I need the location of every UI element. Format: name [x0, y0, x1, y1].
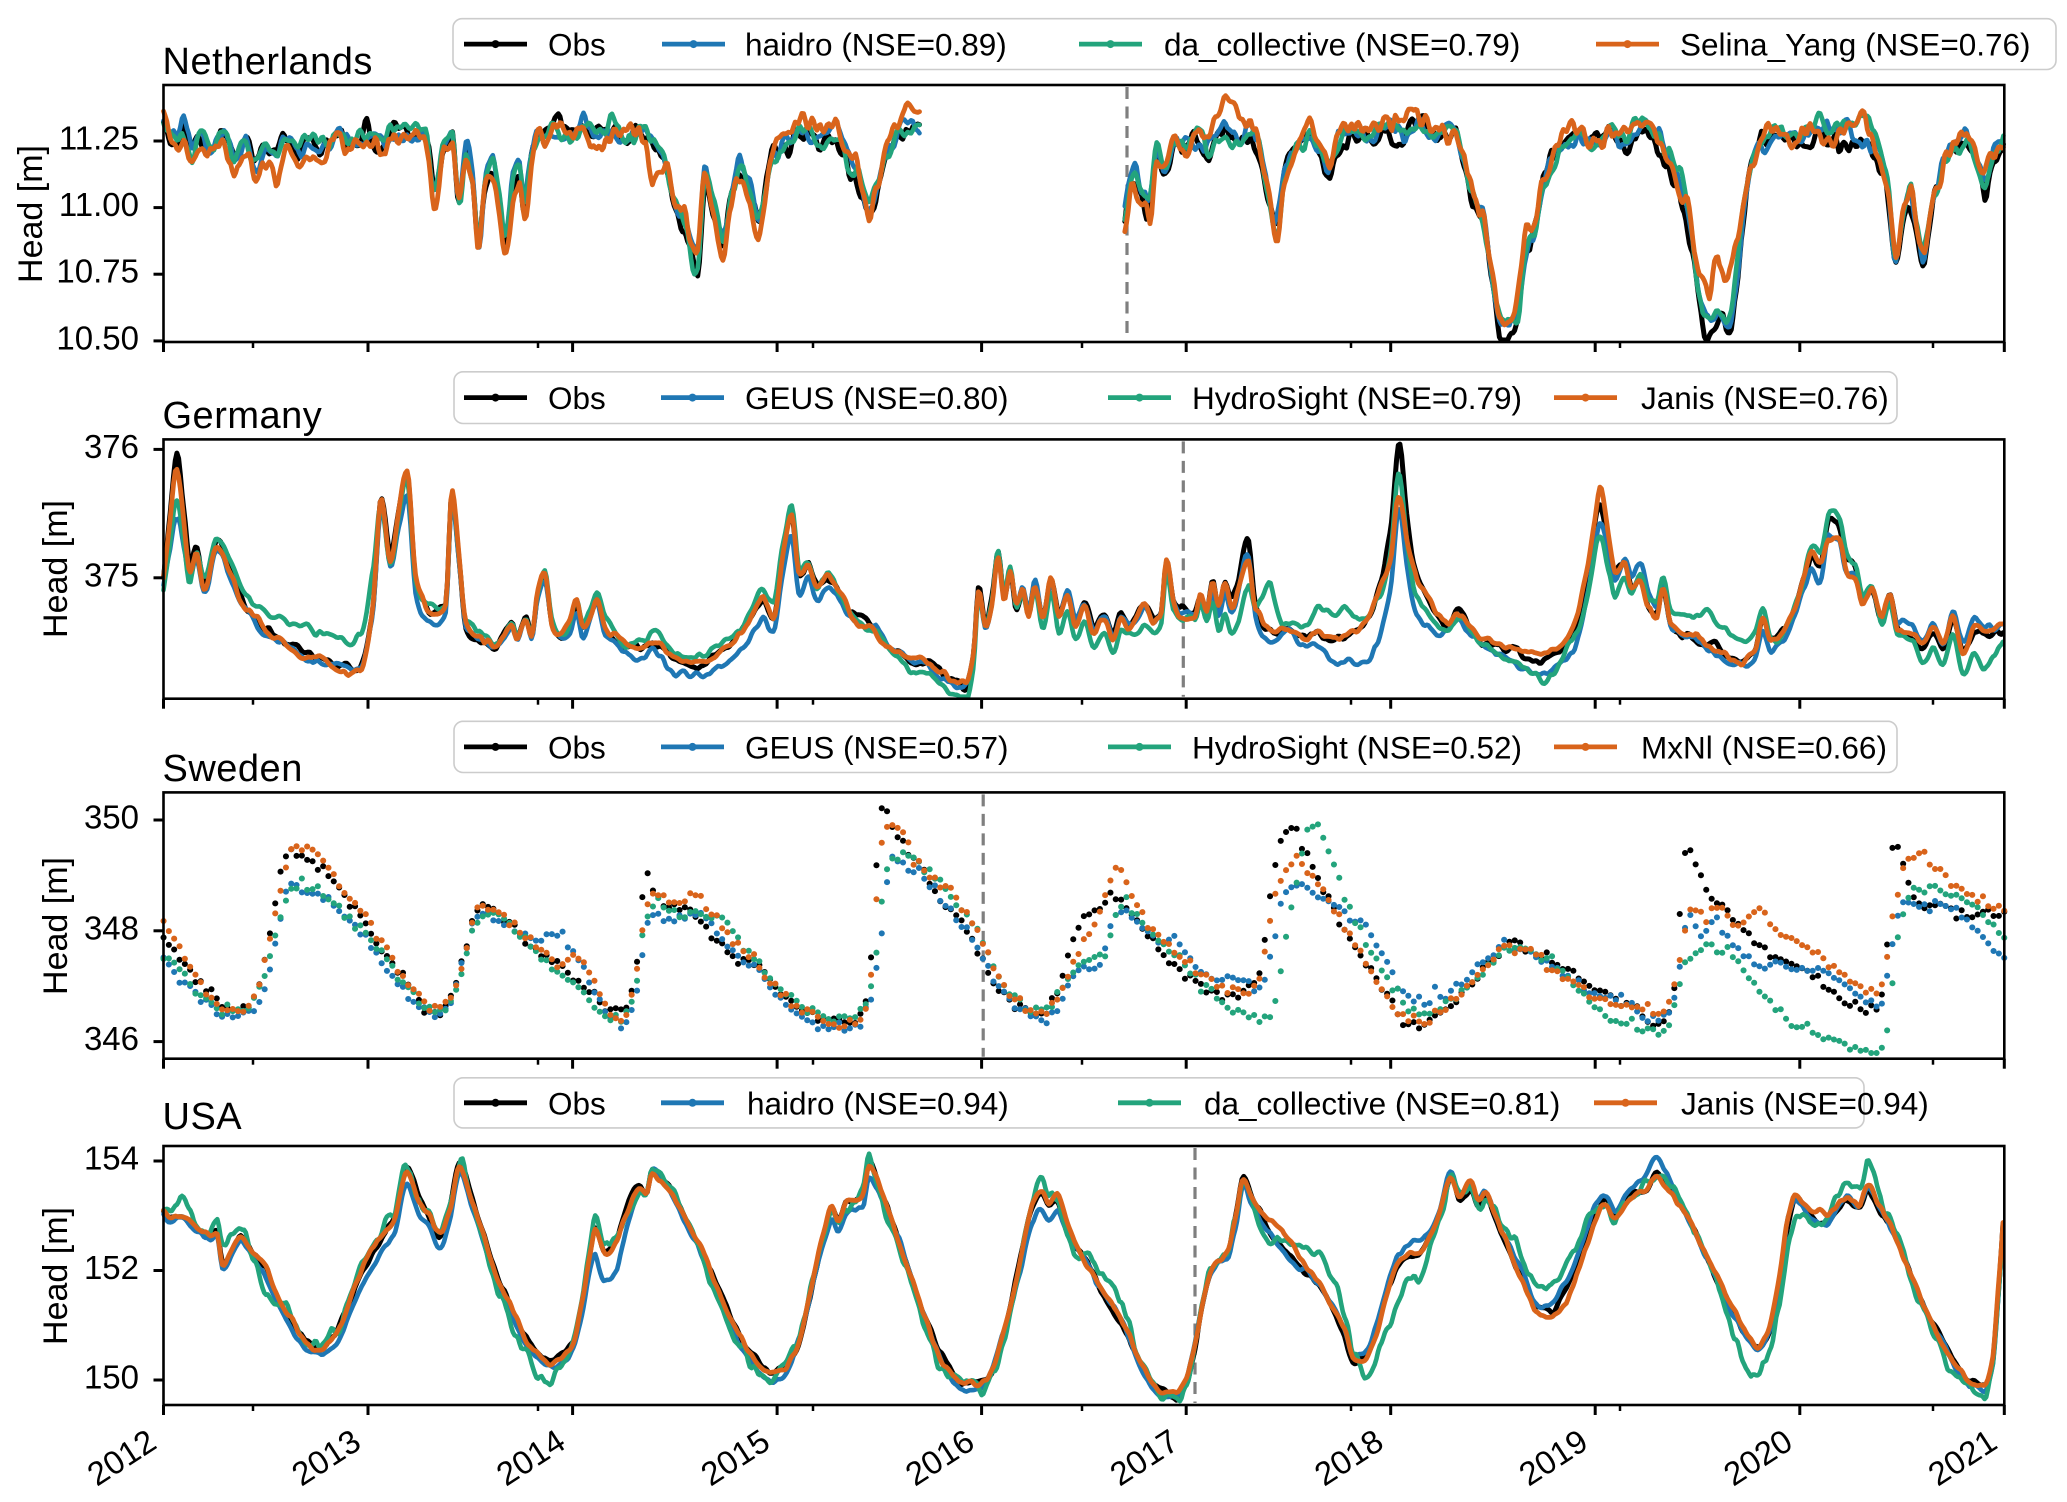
svg-text:11.00: 11.00	[59, 186, 139, 223]
svg-text:GEUS (NSE=0.80): GEUS (NSE=0.80)	[745, 380, 1008, 416]
svg-text:GEUS (NSE=0.57): GEUS (NSE=0.57)	[745, 729, 1008, 765]
svg-text:10.75: 10.75	[56, 253, 139, 290]
svg-text:da_collective (NSE=0.79): da_collective (NSE=0.79)	[1164, 27, 1520, 63]
svg-text:HydroSight (NSE=0.52): HydroSight (NSE=0.52)	[1192, 729, 1522, 765]
svg-text:Head [m]: Head [m]	[37, 500, 75, 638]
svg-text:USA: USA	[163, 1096, 243, 1138]
svg-text:375: 375	[84, 556, 139, 593]
svg-text:HydroSight (NSE=0.79): HydroSight (NSE=0.79)	[1192, 380, 1522, 416]
svg-text:haidro (NSE=0.94): haidro (NSE=0.94)	[747, 1085, 1009, 1121]
svg-text:Janis (NSE=0.94): Janis (NSE=0.94)	[1681, 1085, 1929, 1121]
svg-text:350: 350	[84, 799, 139, 836]
svg-text:Head [m]: Head [m]	[12, 145, 50, 283]
svg-text:da_collective (NSE=0.81): da_collective (NSE=0.81)	[1204, 1085, 1560, 1121]
svg-text:10.50: 10.50	[56, 319, 139, 356]
svg-text:150: 150	[84, 1359, 139, 1396]
svg-text:Sweden: Sweden	[163, 748, 303, 790]
svg-text:154: 154	[84, 1140, 139, 1177]
svg-text:haidro (NSE=0.89): haidro (NSE=0.89)	[745, 27, 1007, 63]
svg-text:Germany: Germany	[163, 395, 323, 437]
svg-text:376: 376	[84, 428, 139, 465]
svg-text:346: 346	[84, 1020, 139, 1057]
svg-text:152: 152	[84, 1249, 139, 1286]
svg-text:Janis (NSE=0.76): Janis (NSE=0.76)	[1641, 380, 1889, 416]
svg-text:11.25: 11.25	[59, 120, 139, 157]
svg-text:348: 348	[84, 909, 139, 946]
svg-text:Netherlands: Netherlands	[163, 41, 373, 83]
svg-text:Obs: Obs	[548, 729, 606, 765]
svg-text:MxNl (NSE=0.66): MxNl (NSE=0.66)	[1641, 729, 1887, 765]
svg-text:Head [m]: Head [m]	[37, 857, 75, 995]
svg-text:Selina_Yang (NSE=0.76): Selina_Yang (NSE=0.76)	[1680, 27, 2031, 63]
svg-text:Obs: Obs	[548, 27, 606, 63]
svg-text:Head [m]: Head [m]	[37, 1207, 75, 1345]
svg-text:Obs: Obs	[548, 1085, 606, 1121]
svg-text:Obs: Obs	[548, 380, 606, 416]
